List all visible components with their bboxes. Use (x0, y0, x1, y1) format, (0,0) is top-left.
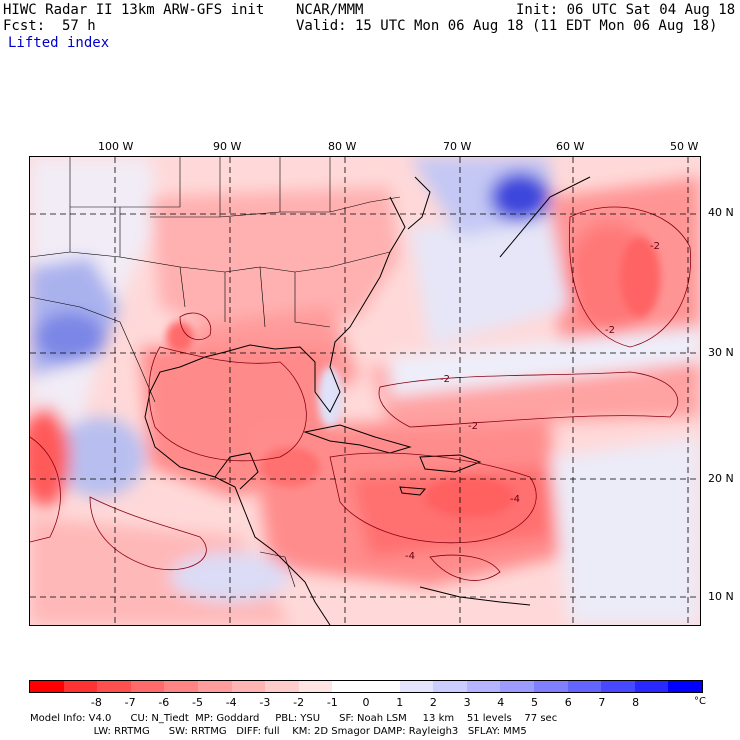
colorbar-tick-label: -3 (259, 696, 271, 709)
lon-label: 90 W (213, 140, 242, 153)
colorbar-segment (466, 681, 501, 692)
contour-lines (30, 206, 692, 581)
contour-label: -2 (440, 374, 450, 385)
colorbar-tick-label: -2 (293, 696, 305, 709)
colorbar-segment (567, 681, 602, 692)
model-title: HIWC Radar II 13km ARW-GFS init (3, 2, 265, 18)
colorbar-segment (231, 681, 266, 692)
model-info-line1: Model Info: V4.0 CU: N_Tiedt MP: Goddard… (30, 713, 558, 724)
contour-label: -2 (605, 325, 615, 336)
colorbar-segment (399, 681, 434, 692)
contour-label: -2 (468, 421, 478, 432)
colorbar-segment (533, 681, 568, 692)
colorbar-segment (634, 681, 669, 692)
colorbar-tick-label: 6 (564, 696, 572, 709)
lon-label: 50 W (670, 140, 699, 153)
colorbar-tick-label: 5 (531, 696, 538, 709)
colorbar-tick-label: 3 (463, 696, 471, 709)
forecast-hour: 57 h (62, 18, 96, 34)
center-label: NCAR/MMM (296, 2, 364, 18)
colorbar-segment (601, 681, 635, 692)
field-shading (30, 157, 700, 625)
colorbar-segment (197, 681, 232, 692)
colorbar-tick-label: -7 (124, 696, 136, 709)
colorbar-tick-label: 2 (429, 696, 437, 709)
colorbar (29, 680, 703, 693)
colorbar-segment (500, 681, 534, 692)
colorbar-segment (668, 681, 702, 692)
colorbar-tick-label: -8 (90, 696, 102, 709)
lat-label: 40 N (708, 206, 734, 219)
valid-time: Valid: 15 UTC Mon 06 Aug 18 (11 EDT Mon … (296, 18, 718, 34)
colorbar-tick-label: 8 (632, 696, 640, 709)
lon-label: 80 W (328, 140, 357, 153)
coastlines (144, 176, 591, 625)
lat-label: 10 N (708, 590, 734, 603)
colorbar-segment (164, 681, 198, 692)
colorbar-tick-label: 0 (362, 696, 370, 709)
colorbar-segment (332, 681, 366, 692)
colorbar-tick-label: 7 (598, 696, 606, 709)
init-time: Init: 06 UTC Sat 04 Aug 18 (516, 2, 736, 18)
colorbar-tick-label: 1 (396, 696, 404, 709)
contour-labels: -2 -2 -2 -2 -4 -4 (405, 241, 660, 562)
field-detail (166, 237, 660, 517)
lon-label: 60 W (556, 140, 585, 153)
lon-label: 70 W (443, 140, 472, 153)
colorbar-segment (63, 681, 98, 692)
lifted-index-map: -2 -2 -2 -2 -4 -4 (29, 156, 701, 626)
colorbar-tick-label: -1 (326, 696, 338, 709)
colorbar-tick-label: -6 (158, 696, 170, 709)
political-borders (30, 157, 401, 588)
latlon-grid (30, 157, 700, 625)
colorbar-tick-label: -4 (225, 696, 237, 709)
colorbar-segment (130, 681, 165, 692)
model-info-line2: LW: RRTMG SW: RRTMG DIFF: full KM: 2D Sm… (30, 726, 527, 737)
lon-label: 100 W (98, 140, 134, 153)
field-name: Lifted index (8, 35, 110, 51)
contour-label: -4 (405, 551, 415, 562)
colorbar-unit: °C (694, 696, 706, 707)
map-svg: -2 -2 -2 -2 -4 -4 (30, 157, 700, 625)
colorbar-segment (30, 681, 64, 692)
colorbar-tick-label: -5 (192, 696, 203, 709)
colorbar-segment (365, 681, 400, 692)
colorbar-segment (298, 681, 333, 692)
lat-label: 20 N (708, 472, 734, 485)
lat-label: 30 N (708, 346, 734, 359)
forecast-label: Fcst: (3, 18, 46, 34)
contour-label: -2 (650, 241, 660, 252)
colorbar-segment (265, 681, 299, 692)
colorbar-segment (97, 681, 131, 692)
contour-label: -4 (510, 494, 520, 505)
colorbar-tick-label: 4 (497, 696, 505, 709)
colorbar-segment (433, 681, 467, 692)
